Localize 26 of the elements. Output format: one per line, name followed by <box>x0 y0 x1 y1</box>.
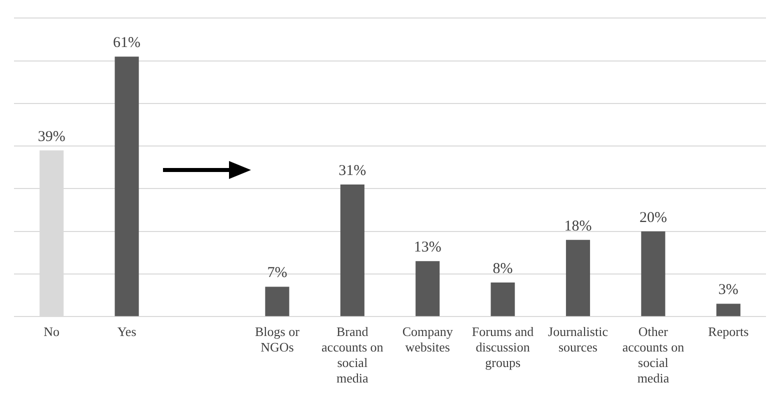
bar <box>114 56 139 316</box>
bar <box>416 261 440 316</box>
x-tick-label: No <box>44 324 60 339</box>
data-label: 3% <box>718 282 738 298</box>
x-tick-label: Forums and discussion groups <box>472 324 534 370</box>
data-label: 8% <box>492 260 513 277</box>
data-label: 18% <box>564 218 592 234</box>
x-tick-label: Blogs or NGOs <box>254 324 300 354</box>
x-tick-label: Company websites <box>402 324 454 354</box>
data-label: 31% <box>338 162 366 179</box>
x-tick-label: Yes <box>117 324 136 339</box>
x-tick-label: Brand accounts on social media <box>322 324 384 386</box>
bar <box>490 282 515 316</box>
bar <box>641 231 666 316</box>
bar <box>340 184 364 316</box>
x-tick-label: Other accounts on social media <box>622 324 685 386</box>
data-label: 7% <box>267 265 288 282</box>
bar <box>716 304 740 316</box>
x-tick-label: Journalistic sources <box>548 324 608 354</box>
bar <box>566 240 590 316</box>
data-label: 13% <box>414 240 442 256</box>
data-label: 39% <box>38 128 66 145</box>
data-label: 20% <box>639 210 667 226</box>
data-label: 61% <box>113 35 141 52</box>
x-tick-label: Reports <box>708 324 749 339</box>
bar <box>265 286 290 316</box>
